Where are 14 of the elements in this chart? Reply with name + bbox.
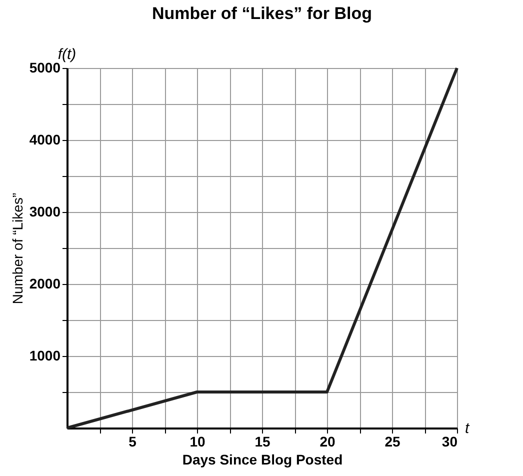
text: t	[465, 420, 470, 437]
x-tick-label: 10	[190, 434, 206, 450]
y-tick-label: 1000	[29, 348, 61, 364]
x-tick-label: 20	[320, 434, 336, 450]
chart-title: Number of “Likes” for Blog	[152, 4, 372, 23]
x-tick-label: 25	[384, 434, 400, 450]
y-tick-label: 4000	[29, 132, 61, 148]
y-axis-title: Number of “Likes”	[9, 192, 26, 304]
y-tick-label: 2000	[29, 276, 61, 292]
x-tick-label: 5	[128, 434, 137, 450]
x-tick-label: 15	[254, 434, 270, 450]
x-tick-label: 30	[442, 434, 458, 450]
y-tick-label: 3000	[29, 204, 61, 220]
x-axis-title: Days Since Blog Posted	[182, 452, 343, 468]
